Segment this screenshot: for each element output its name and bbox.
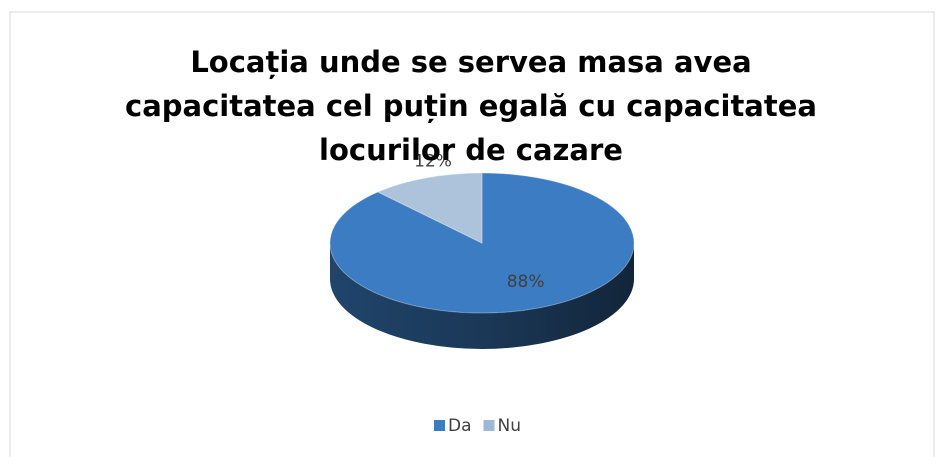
slice xyxy=(329,172,635,314)
legend-label: Nu xyxy=(498,416,522,436)
legend-swatch xyxy=(434,420,445,431)
chart-title: Locația unde se servea masa avea capacit… xyxy=(125,45,817,167)
data-label: 12% xyxy=(414,152,452,172)
legend-swatch xyxy=(483,420,495,431)
slice-side xyxy=(330,243,634,349)
data-label: 88% xyxy=(507,272,545,292)
slice xyxy=(376,172,483,244)
legend-label: Da xyxy=(448,416,472,436)
